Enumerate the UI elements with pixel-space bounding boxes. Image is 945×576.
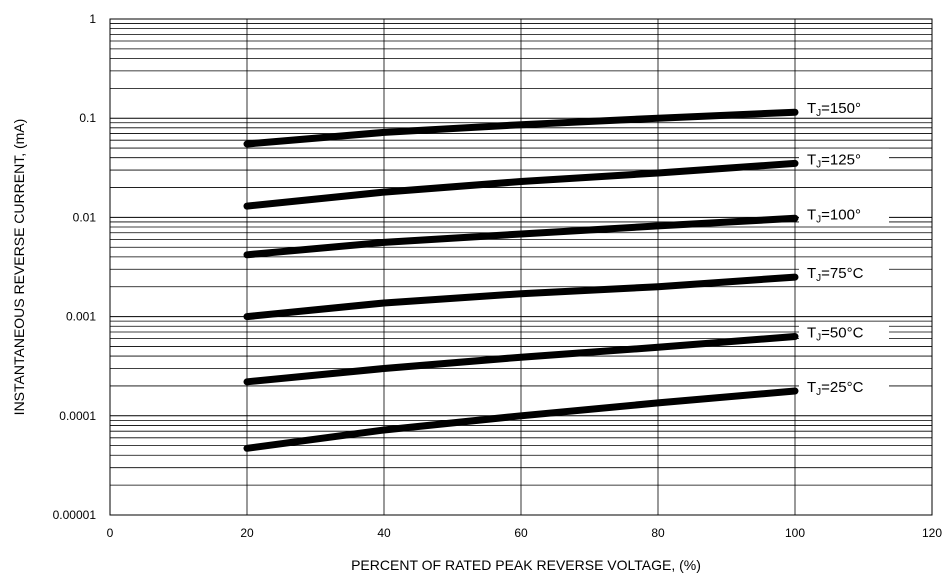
series-line (243, 214, 799, 259)
plot-frame (109, 18, 933, 516)
series-line (243, 108, 799, 148)
y-axis-title: INSTANTANEOUS REVERSE CURRENT, (mA) (11, 119, 27, 416)
series-label-rest: =150° (821, 100, 861, 117)
series-label: TJ=75°C (807, 265, 864, 284)
y-tick-labels: 1 0.1 0.01 0.001 0.0001 0.00001 (53, 12, 97, 522)
series-label-rest: =100° (821, 206, 861, 223)
series-label-background (799, 321, 889, 342)
x-tick-label: 120 (922, 526, 942, 540)
series-label: TJ=50°C (807, 325, 864, 344)
y-tick-label: 1 (89, 12, 96, 26)
x-tick-label: 20 (240, 526, 254, 540)
series-label-rest: =125° (821, 151, 861, 168)
series-label-main: T (807, 379, 816, 396)
x-axis-title: PERCENT OF RATED PEAK REVERSE VOLTAGE, (… (351, 557, 701, 573)
series-label-rest: =50°C (821, 325, 863, 342)
series-label-main: T (807, 100, 816, 117)
x-tick-label: 60 (514, 526, 528, 540)
y-tick-label: 0.01 (73, 210, 97, 224)
series-line (243, 387, 799, 452)
y-tick-label: 0.001 (66, 310, 96, 324)
x-tick-label: 80 (651, 526, 665, 540)
y-tick-label: 0.00001 (53, 508, 97, 522)
series-label-background (799, 375, 889, 396)
series-label: TJ=100° (807, 206, 861, 225)
series-label-subscript: J (816, 387, 821, 398)
series-label-main: T (807, 206, 816, 223)
series-label-background (799, 97, 889, 118)
series-label: TJ=25°C (807, 379, 864, 398)
series-label-main: T (807, 265, 816, 282)
series-line (243, 333, 799, 386)
series-label: TJ=125° (807, 151, 861, 170)
series-label-subscript: J (816, 159, 821, 170)
series-label-rest: =75°C (821, 265, 863, 282)
series-lines (243, 108, 799, 452)
series-labels: TJ=150°TJ=125°TJ=100°TJ=75°CTJ=50°CTJ=25… (799, 97, 889, 398)
series-line (243, 273, 799, 321)
x-tick-label: 40 (377, 526, 391, 540)
series-label-subscript: J (816, 333, 821, 344)
x-tick-labels: 0 20 40 60 80 100 120 (107, 526, 943, 540)
series-label-subscript: J (816, 108, 821, 119)
series-label-main: T (807, 151, 816, 168)
series-label-subscript: J (816, 273, 821, 284)
y-tick-label: 0.1 (79, 111, 96, 125)
y-tick-label: 0.0001 (59, 409, 96, 423)
series-label: TJ=150° (807, 100, 861, 119)
series-label-main: T (807, 325, 816, 342)
series-label-background (799, 148, 889, 169)
series-label-subscript: J (816, 214, 821, 225)
series-label-rest: =25°C (821, 379, 863, 396)
x-tick-label: 0 (107, 526, 114, 540)
series-label-background (799, 262, 889, 283)
x-tick-label: 100 (785, 526, 805, 540)
series-line (243, 159, 799, 210)
series-label-background (799, 203, 889, 224)
